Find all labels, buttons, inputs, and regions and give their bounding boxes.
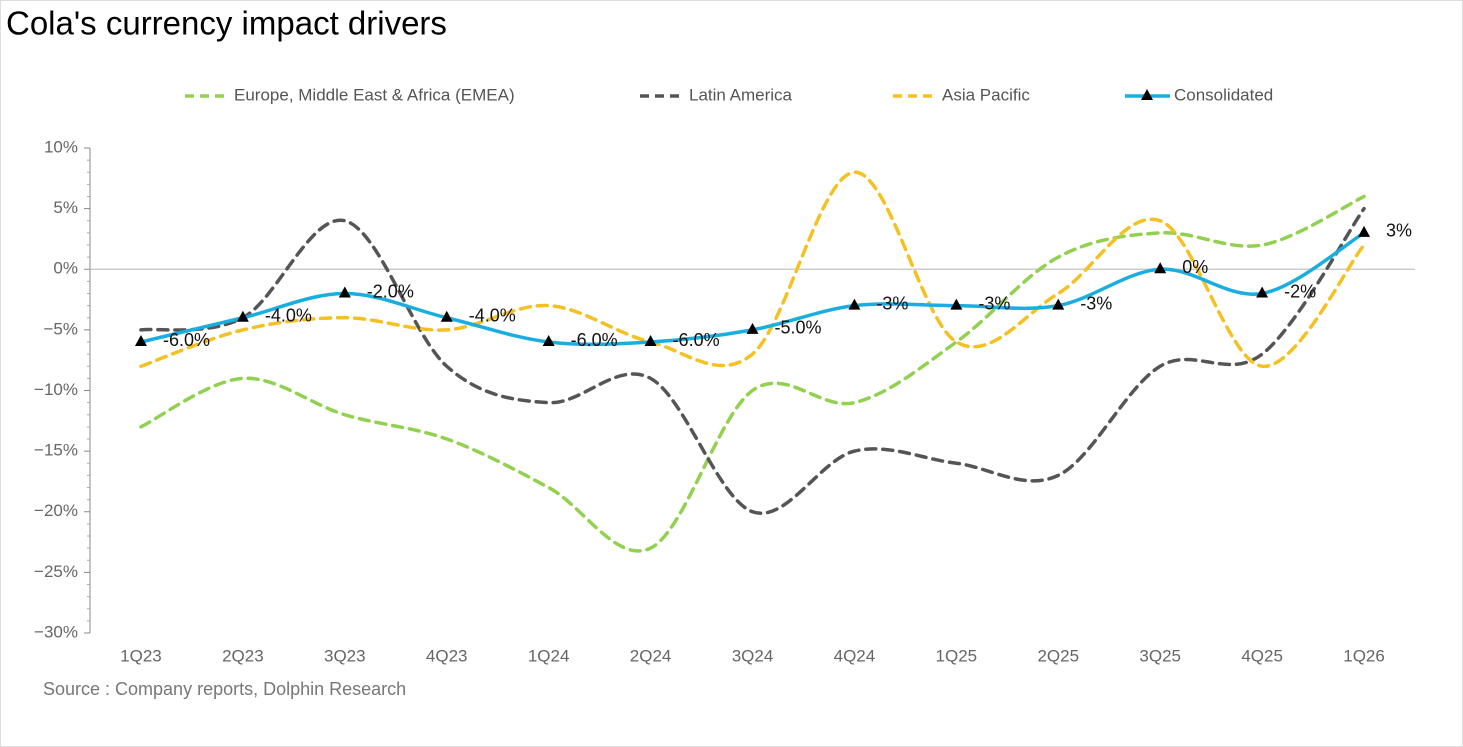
legend-marker [1141, 89, 1153, 100]
data-label: -6.0% [163, 330, 210, 350]
data-label: -5.0% [775, 318, 822, 338]
y-tick-label: −30% [34, 622, 78, 641]
x-tick-label: 4Q23 [426, 646, 468, 665]
source-note: Source : Company reports, Dolphin Resear… [43, 679, 406, 699]
y-tick-label: −25% [34, 562, 78, 581]
x-tick-label: 1Q23 [120, 646, 162, 665]
data-label: 3% [1386, 221, 1412, 241]
data-label: 0% [1182, 257, 1208, 277]
point-marker [338, 286, 351, 298]
point-marker [440, 310, 453, 322]
x-tick-label: 2Q23 [222, 646, 264, 665]
point-marker [950, 298, 963, 310]
x-tick-label: 1Q26 [1343, 646, 1385, 665]
x-tick-label: 1Q25 [936, 646, 978, 665]
data-label: -3% [876, 293, 908, 313]
data-label: -4.0% [469, 306, 516, 326]
data-label: -2% [1284, 281, 1316, 301]
y-tick-label: 10% [44, 137, 78, 156]
point-marker [644, 335, 657, 346]
point-marker [236, 310, 249, 322]
point-marker [1358, 225, 1371, 237]
y-tick-label: −15% [34, 441, 78, 460]
y-tick-label: 0% [53, 259, 78, 278]
data-label: -6.0% [571, 330, 618, 350]
legend-label: Consolidated [1174, 85, 1273, 104]
legend-label: Latin America [689, 85, 793, 104]
legend-label: Europe, Middle East & Africa (EMEA) [234, 85, 515, 104]
point-marker [542, 335, 555, 346]
x-tick-label: 1Q24 [528, 646, 570, 665]
point-marker [134, 335, 147, 346]
data-label: -2.0% [367, 281, 414, 301]
x-tick-label: 2Q24 [630, 646, 672, 665]
y-tick-label: 5% [53, 198, 78, 217]
y-tick-label: −10% [34, 380, 78, 399]
point-marker [746, 322, 759, 334]
data-label: -6.0% [673, 330, 720, 350]
y-tick-label: −20% [34, 501, 78, 520]
x-tick-label: 4Q25 [1241, 646, 1283, 665]
point-marker [1154, 262, 1167, 274]
data-label: -3% [978, 293, 1010, 313]
data-label: -4.0% [265, 306, 312, 326]
x-tick-label: 3Q23 [324, 646, 366, 665]
x-tick-label: 2Q25 [1037, 646, 1079, 665]
x-tick-label: 3Q25 [1139, 646, 1181, 665]
data-label: -3% [1080, 293, 1112, 313]
point-marker [1052, 298, 1065, 310]
point-marker [848, 298, 861, 310]
series-line [139, 194, 1366, 553]
chart-title: Cola's currency impact drivers [6, 5, 447, 42]
x-tick-label: 3Q24 [732, 646, 774, 665]
y-tick-label: −5% [44, 319, 79, 338]
series-line [139, 206, 1366, 515]
series-line [139, 170, 1366, 369]
x-tick-label: 4Q24 [834, 646, 876, 665]
legend-label: Asia Pacific [942, 85, 1030, 104]
point-marker [1256, 286, 1269, 298]
